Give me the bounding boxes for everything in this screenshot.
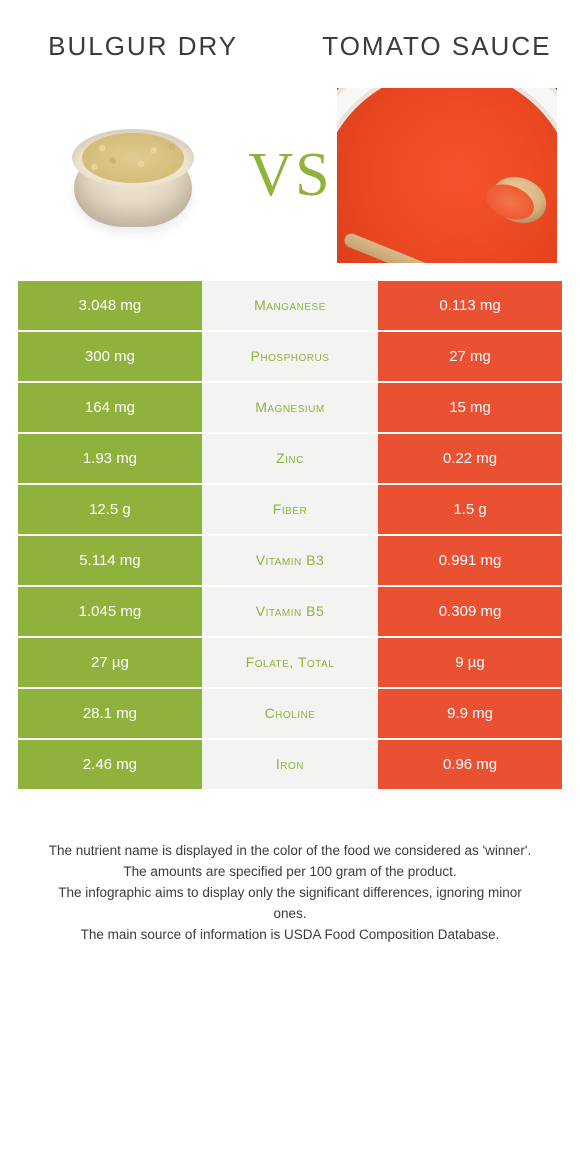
value-right: 9 µg <box>378 638 562 689</box>
value-left: 12.5 g <box>18 485 202 536</box>
nutrient-row: 27 µgFolate, total9 µg <box>18 638 562 689</box>
title-left: Bulgur dry <box>18 32 268 62</box>
hero-row: VS <box>18 84 562 281</box>
nutrient-name: Vitamin B5 <box>202 587 378 638</box>
nutrient-name: Folate, total <box>202 638 378 689</box>
value-left: 1.045 mg <box>18 587 202 638</box>
nutrient-name: Zinc <box>202 434 378 485</box>
infographic-container: Bulgur dry Tomato sauce VS 3.048 mgManga… <box>0 0 580 946</box>
nutrient-row: 3.048 mgManganese0.113 mg <box>18 281 562 332</box>
nutrient-row: 1.045 mgVitamin B50.309 mg <box>18 587 562 638</box>
nutrient-row: 300 mgPhosphorus27 mg <box>18 332 562 383</box>
value-right: 27 mg <box>378 332 562 383</box>
footer-notes: The nutrient name is displayed in the co… <box>18 791 562 946</box>
value-left: 3.048 mg <box>18 281 202 332</box>
value-right: 0.309 mg <box>378 587 562 638</box>
vs-label: VS <box>248 144 331 206</box>
value-left: 1.93 mg <box>18 434 202 485</box>
nutrient-name: Iron <box>202 740 378 791</box>
nutrient-row: 28.1 mgCholine9.9 mg <box>18 689 562 740</box>
value-right: 15 mg <box>378 383 562 434</box>
nutrient-name: Choline <box>202 689 378 740</box>
nutrient-name: Vitamin B3 <box>202 536 378 587</box>
value-right: 1.5 g <box>378 485 562 536</box>
nutrient-name: Fiber <box>202 485 378 536</box>
value-right: 0.991 mg <box>378 536 562 587</box>
footer-line: The nutrient name is displayed in the co… <box>40 841 540 862</box>
value-right: 0.22 mg <box>378 434 562 485</box>
nutrient-row: 5.114 mgVitamin B30.991 mg <box>18 536 562 587</box>
value-left: 300 mg <box>18 332 202 383</box>
nutrient-row: 1.93 mgZinc0.22 mg <box>18 434 562 485</box>
nutrient-table: 3.048 mgManganese0.113 mg300 mgPhosphoru… <box>18 281 562 791</box>
value-left: 5.114 mg <box>18 536 202 587</box>
value-right: 0.96 mg <box>378 740 562 791</box>
title-right: Tomato sauce <box>312 32 562 62</box>
value-left: 28.1 mg <box>18 689 202 740</box>
value-left: 2.46 mg <box>18 740 202 791</box>
footer-line: The amounts are specified per 100 gram o… <box>40 862 540 883</box>
footer-line: The main source of information is USDA F… <box>40 925 540 946</box>
food-image-right <box>332 88 562 263</box>
nutrient-name: Phosphorus <box>202 332 378 383</box>
nutrient-name: Manganese <box>202 281 378 332</box>
bulgur-bowl-icon <box>68 115 198 235</box>
nutrient-row: 12.5 gFiber1.5 g <box>18 485 562 536</box>
titles-row: Bulgur dry Tomato sauce <box>18 20 562 84</box>
nutrient-row: 164 mgMagnesium15 mg <box>18 383 562 434</box>
footer-line: The infographic aims to display only the… <box>40 883 540 925</box>
value-left: 27 µg <box>18 638 202 689</box>
value-right: 9.9 mg <box>378 689 562 740</box>
value-right: 0.113 mg <box>378 281 562 332</box>
nutrient-name: Magnesium <box>202 383 378 434</box>
nutrient-row: 2.46 mgIron0.96 mg <box>18 740 562 791</box>
value-left: 164 mg <box>18 383 202 434</box>
food-image-left <box>18 115 248 235</box>
tomato-sauce-pot-icon <box>337 88 557 263</box>
